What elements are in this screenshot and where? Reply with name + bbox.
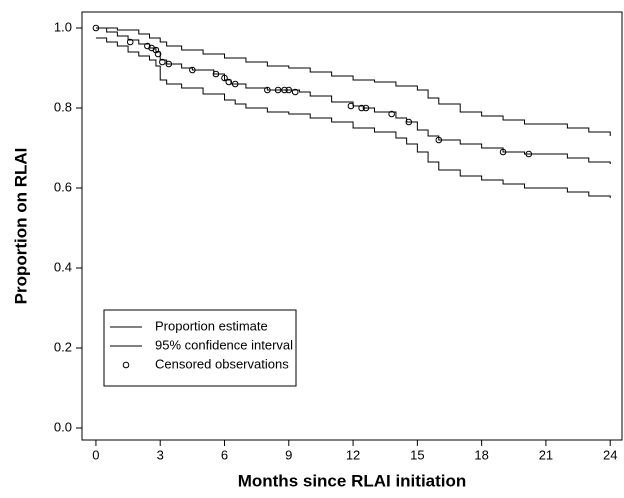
censored-point [499, 148, 507, 156]
x-tick-label: 9 [285, 447, 292, 462]
censored-point [159, 58, 166, 66]
censored-point [165, 60, 173, 68]
censored-point [362, 104, 370, 112]
y-tick-label: 0.8 [54, 99, 72, 114]
censored-point [126, 38, 134, 46]
estimate-line [95, 27, 611, 164]
censored-point [212, 70, 220, 78]
censored-point [291, 88, 299, 96]
x-tick-label: 18 [474, 447, 488, 462]
censored-point [405, 118, 413, 126]
x-tick-label: 6 [221, 447, 228, 462]
x-tick-label: 15 [410, 447, 424, 462]
censored-point [388, 110, 395, 118]
y-axis-label: Proportion on RLAI [11, 148, 30, 305]
censored-point [435, 136, 443, 144]
legend-symbol [122, 361, 130, 369]
censored-point [221, 74, 228, 82]
y-tick-label: 0.2 [54, 339, 72, 354]
legend-label: Censored observations [155, 356, 289, 371]
x-tick-label: 21 [539, 447, 553, 462]
censored-point [225, 78, 233, 86]
x-axis-label: Months since RLAI initiation [238, 471, 467, 490]
plot-frame [81, 11, 623, 441]
censored-point [264, 86, 271, 94]
legend-label: Proportion estimate [155, 318, 268, 333]
censored-point [525, 150, 533, 158]
censored-point [231, 80, 239, 88]
x-tick-label: 12 [346, 447, 360, 462]
censored-point [92, 24, 100, 32]
y-tick-label: 1.0 [54, 19, 72, 34]
x-tick-label: 3 [157, 447, 164, 462]
legend-box [103, 309, 297, 387]
x-tick-label: 24 [603, 447, 617, 462]
y-tick-label: 0.4 [54, 259, 72, 274]
censored-point [347, 102, 355, 110]
y-tick-label: 0.6 [54, 179, 72, 194]
censored-point [189, 66, 196, 74]
censored-point [358, 104, 365, 112]
ci-lower-line [95, 37, 611, 198]
censored-point [274, 86, 282, 94]
y-tick-label: 0.0 [54, 419, 72, 434]
censored-point [285, 86, 293, 94]
censored-point [281, 86, 288, 94]
censored-point [154, 50, 162, 58]
x-tick-label: 0 [92, 447, 99, 462]
legend-label: 95% confidence interval [155, 337, 293, 352]
ci-upper-line [95, 27, 611, 136]
